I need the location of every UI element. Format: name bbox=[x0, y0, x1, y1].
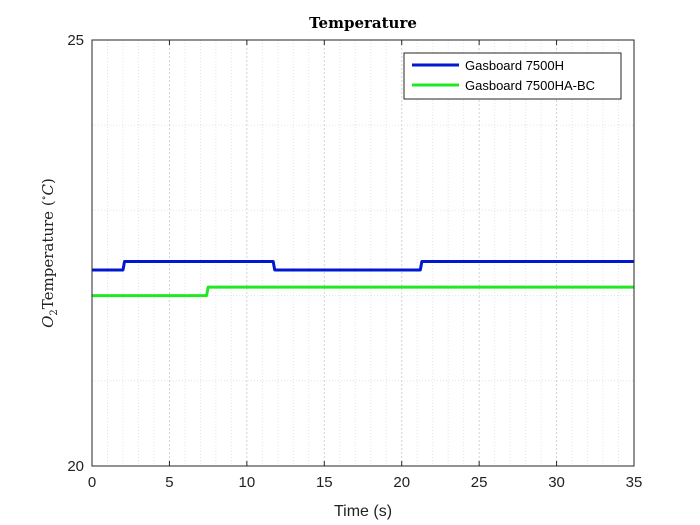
legend: Gasboard 7500H Gasboard 7500HA-BC bbox=[403, 52, 622, 100]
plot-area-frame bbox=[91, 39, 635, 467]
series-line bbox=[92, 260, 634, 272]
x-tick-label: 25 bbox=[471, 474, 488, 491]
y-axis-label: O2Temperature (∘C) bbox=[39, 178, 60, 328]
x-axis-label: Time (s) bbox=[334, 503, 392, 520]
legend-box bbox=[403, 52, 622, 100]
y-label-text: Temperature ( bbox=[39, 200, 57, 309]
y-label-degree: ∘ bbox=[39, 195, 50, 200]
y-label-symbol: O bbox=[39, 316, 57, 328]
axis-ticks bbox=[91, 39, 635, 467]
x-tick-label: 10 bbox=[239, 474, 256, 491]
y-label-subscript: 2 bbox=[49, 309, 60, 315]
y-label-unit: C bbox=[39, 183, 57, 195]
x-tick-label: 20 bbox=[393, 474, 410, 491]
y-tick-label: 25 bbox=[67, 32, 84, 49]
x-tick-label: 35 bbox=[626, 474, 643, 491]
x-tick-label: 0 bbox=[88, 474, 96, 491]
x-tick-label: 15 bbox=[316, 474, 333, 491]
minor-grid bbox=[92, 39, 634, 467]
series-line bbox=[92, 285, 634, 298]
series-layer bbox=[92, 260, 634, 298]
y-label-close: ) bbox=[39, 178, 57, 184]
legend-label: Gasboard 7500H bbox=[465, 58, 564, 73]
chart-title: Temperature bbox=[309, 14, 417, 32]
y-tick-label: 20 bbox=[67, 458, 84, 475]
legend-label: Gasboard 7500HA-BC bbox=[465, 78, 595, 93]
x-tick-label: 30 bbox=[548, 474, 565, 491]
x-tick-label: 5 bbox=[165, 474, 173, 491]
tick-labels: 0 5 10 15 20 25 30 35 20 25 bbox=[67, 32, 642, 491]
major-grid bbox=[91, 40, 635, 466]
